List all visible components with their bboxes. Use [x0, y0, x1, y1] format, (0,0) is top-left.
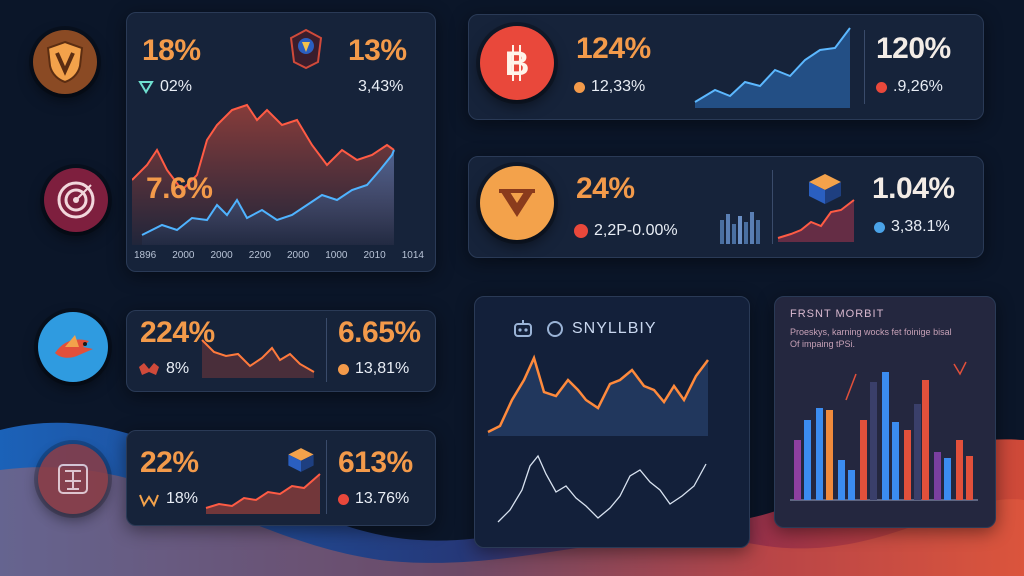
bird-coin[interactable] [38, 312, 108, 382]
center-top-chart [487, 354, 709, 436]
bar [914, 404, 921, 500]
bar [848, 470, 855, 500]
tick: 2000 [210, 250, 233, 261]
btc-sub: 12,33% [574, 78, 645, 96]
seal-icon [58, 464, 88, 494]
btc-percent: 124% [576, 32, 651, 65]
bar [882, 372, 889, 500]
bars-panel-title: FRSNT MORBIT [790, 308, 885, 320]
v-coin[interactable] [480, 166, 554, 240]
v-coin-icon [499, 189, 535, 217]
target-coin[interactable] [44, 168, 108, 232]
row4-sub: 18% [138, 490, 198, 508]
cube-icon [288, 448, 314, 472]
tick: 2000 [287, 250, 310, 261]
seal-coin[interactable] [38, 444, 108, 514]
s-logo-icon [547, 321, 563, 337]
tick: 1000 [325, 250, 348, 261]
bar [794, 440, 801, 500]
tick: 2200 [248, 250, 271, 261]
btc-right-sub: .9,26% [876, 78, 943, 96]
vcoin-bar-cluster [720, 212, 760, 244]
main-right-percent: 13% [348, 34, 407, 67]
vcoin-percent: 24% [576, 172, 635, 205]
row4-right-sub: 13.76% [338, 490, 409, 508]
main-blue-line [141, 149, 395, 236]
bars-panel-subtitle: Proeskys, karning wocks fet foinige bisa… [790, 327, 952, 349]
tick: 1896 [134, 250, 157, 261]
bitcoin-coin[interactable]: B [480, 26, 554, 100]
bar [860, 420, 867, 500]
bars-chart [790, 361, 978, 501]
main-area-chart [132, 103, 395, 245]
bar [956, 440, 963, 500]
bar [870, 382, 877, 500]
bar [934, 452, 941, 500]
row4-card[interactable] [126, 430, 436, 526]
vcoin-area-chart [777, 199, 855, 242]
red-dot [876, 81, 887, 93]
tick: 1014 [401, 250, 424, 261]
bird-icon [55, 335, 93, 358]
row3-right-percent: 6.65% [338, 316, 421, 349]
main-left-percent: 18% [142, 34, 201, 67]
emblem-icon [289, 28, 323, 70]
main-red-line [132, 103, 395, 192]
vcoin-right-percent: 1.04% [872, 172, 955, 205]
tick: 2010 [363, 250, 386, 261]
row4-divider [326, 440, 327, 514]
wave-mark-icon [139, 494, 159, 507]
main-blue-area [142, 150, 394, 245]
btc-divider [864, 30, 865, 104]
cube-icon [809, 174, 841, 204]
shield-v-coin[interactable] [33, 30, 97, 94]
svg-text:B: B [505, 45, 530, 83]
row3-sub: 8% [138, 360, 189, 378]
center-panel-title: SNYLLBIY [572, 320, 657, 337]
row3-right-sub: 13,81% [338, 360, 409, 378]
vcoin-right-sub: 3,38.1% [874, 218, 950, 236]
bar [966, 456, 973, 500]
row4-percent: 22% [140, 446, 199, 479]
main-right-sub: 3,43% [358, 78, 404, 95]
bar [826, 410, 833, 500]
blue-dot [874, 221, 885, 233]
bar [944, 458, 951, 500]
orange-dot [574, 81, 585, 93]
row4-area-chart [205, 473, 321, 514]
shield-v-icon [46, 40, 84, 84]
target-icon [57, 181, 95, 219]
bar [816, 408, 823, 500]
main-mid-percent: 7.6% [146, 172, 213, 205]
bar [804, 420, 811, 500]
red-dot [338, 493, 349, 505]
bot-icon [514, 320, 532, 337]
btc-right-percent: 120% [876, 32, 951, 65]
row3-divider [326, 318, 327, 382]
orange-dot [338, 363, 349, 375]
main-left-sub: 02% [138, 78, 192, 96]
bar [922, 380, 929, 500]
bar [904, 430, 911, 500]
vcoin-divider [772, 170, 773, 244]
bar [892, 422, 899, 500]
row4-right-percent: 613% [338, 446, 413, 479]
center-bottom-chart [497, 454, 707, 523]
red-dot [574, 224, 588, 238]
btc-area-chart [694, 27, 851, 108]
bar [838, 460, 845, 500]
vcoin-sub: 2,2P-0.00% [574, 222, 678, 240]
bat-icon [139, 363, 159, 375]
row3-card[interactable] [126, 310, 436, 392]
bitcoin-icon: B [505, 45, 530, 83]
tick: 2000 [172, 250, 195, 261]
triangle-icon [138, 81, 154, 94]
row3-percent: 224% [140, 316, 215, 349]
row3-line-chart [201, 339, 315, 378]
main-x-ticks: 1896 2000 2000 2200 2000 1000 2010 1014 [134, 250, 424, 261]
